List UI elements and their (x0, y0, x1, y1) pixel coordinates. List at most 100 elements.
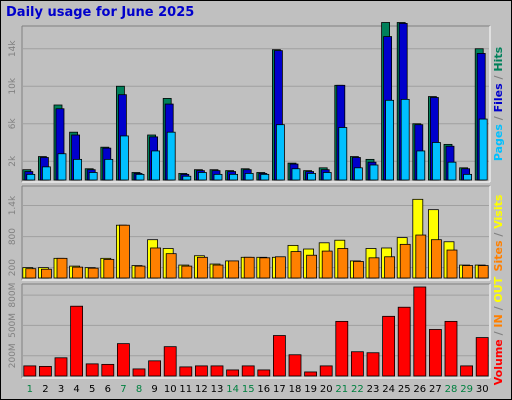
bar-volume-day-15 (241, 365, 255, 377)
bar-volume-day-11 (179, 366, 193, 377)
bar-pages-day-30 (478, 118, 488, 181)
y-tick-label: 14k (8, 40, 18, 57)
bar-pages-day-5 (88, 172, 98, 181)
bar-volume-day-10 (163, 346, 177, 377)
y-tick-label: 500M (8, 313, 18, 338)
bar-volume-day-28 (444, 320, 458, 377)
y-tick-label: 200 (8, 259, 18, 276)
bar-volume-day-9 (148, 360, 162, 377)
day-label: 4 (73, 384, 79, 395)
bar-sites-day-19 (306, 254, 318, 279)
day-label: 12 (195, 384, 208, 395)
bar-pages-day-25 (400, 98, 410, 181)
panel-bg-hits-files-pages (22, 26, 490, 182)
legend-entry: Volume (492, 339, 505, 385)
day-label: 25 (398, 384, 411, 395)
bar-pages-day-18 (291, 168, 301, 181)
legend-entry: Pages (492, 124, 505, 162)
bar-volume-day-27 (428, 329, 442, 377)
bar-sites-day-3 (56, 257, 68, 279)
bar-sites-day-30 (477, 265, 489, 279)
bar-sites-day-12 (196, 256, 208, 279)
bar-pages-day-12 (197, 172, 207, 181)
bar-volume-day-5 (85, 363, 99, 377)
day-label: 30 (476, 384, 489, 395)
bar-volume-day-14 (226, 369, 240, 377)
day-label: 26 (413, 384, 426, 395)
legend-entry: OUT (492, 276, 505, 302)
bar-sites-day-24 (384, 256, 396, 279)
y-tick-label: 200M (8, 343, 18, 368)
day-label: 28 (445, 384, 458, 395)
bar-volume-day-8 (132, 368, 146, 377)
day-label: 15 (242, 384, 255, 395)
bar-pages-day-29 (463, 173, 473, 181)
legend-entry: / (492, 229, 505, 241)
legend-entry: Hits (492, 46, 505, 71)
bar-pages-day-6 (104, 158, 114, 181)
bar-sites-day-9 (150, 247, 162, 279)
bar-pages-day-2 (42, 166, 51, 181)
y-tick-label: 800M (8, 283, 18, 308)
bar-volume-day-12 (194, 365, 208, 377)
bar-volume-day-17 (272, 335, 286, 377)
bar-pages-day-19 (307, 173, 317, 181)
bar-sites-day-22 (352, 261, 364, 279)
legend-entry: IN (492, 314, 505, 327)
bar-sites-day-20 (321, 250, 333, 279)
bar-pages-day-15 (244, 173, 254, 181)
bar-volume-day-21 (335, 320, 349, 377)
y-tick-label: 1.4k (8, 195, 18, 215)
bar-volume-day-24 (382, 315, 396, 377)
bar-sites-day-4 (72, 266, 83, 279)
bar-sites-day-21 (337, 248, 349, 279)
bar-volume-day-26 (413, 286, 427, 377)
bar-pages-day-8 (135, 173, 145, 181)
bar-volume-day-19 (304, 371, 318, 377)
legend-entry: / (492, 328, 505, 340)
bar-pages-day-16 (260, 173, 270, 181)
bar-pages-day-20 (322, 172, 332, 181)
chart-title: Daily usage for June 2025 (6, 5, 194, 20)
bar-sites-day-28 (446, 249, 458, 279)
legend-hits-files-pages: Pages / Files / Hits (492, 46, 505, 161)
bar-volume-day-20 (319, 365, 333, 377)
legend-volume-in-out: Volume / IN / OUT (492, 276, 505, 385)
legend-entry: / (492, 112, 505, 124)
day-label: 24 (382, 384, 395, 395)
legend-entry: Files (492, 83, 505, 113)
bar-pages-day-17 (275, 124, 285, 181)
day-label: 18 (289, 384, 302, 395)
day-label: 3 (58, 384, 64, 395)
day-label: 8 (136, 384, 142, 395)
bar-pages-day-9 (151, 150, 161, 181)
bar-sites-day-6 (103, 258, 115, 279)
bar-sites-day-23 (368, 257, 380, 279)
day-label: 17 (273, 384, 286, 395)
bar-pages-day-24 (385, 99, 395, 181)
bar-pages-day-27 (431, 142, 441, 181)
bar-sites-day-16 (259, 257, 271, 279)
y-tick-label: 6k (8, 118, 18, 130)
day-label: 16 (257, 384, 270, 395)
bar-pages-day-28 (447, 161, 457, 181)
bar-volume-day-16 (257, 369, 271, 377)
bar-volume-day-13 (210, 365, 224, 377)
day-label: 2 (42, 384, 48, 395)
day-label: 9 (151, 384, 157, 395)
bar-volume-day-18 (288, 354, 302, 377)
day-label: 6 (105, 384, 111, 395)
day-label: 11 (179, 384, 192, 395)
y-tick-label: 800 (8, 228, 18, 245)
bar-pages-day-22 (353, 167, 363, 181)
bar-sites-day-26 (415, 234, 427, 279)
legend-entry: Visits (492, 194, 505, 229)
day-label: 1 (27, 384, 33, 395)
bar-sites-day-25 (399, 243, 411, 279)
legend-entry: / (492, 72, 505, 84)
bar-volume-day-6 (101, 363, 115, 377)
bar-pages-day-1 (26, 173, 36, 181)
day-label: 13 (211, 384, 224, 395)
bar-sites-day-2 (41, 268, 52, 279)
